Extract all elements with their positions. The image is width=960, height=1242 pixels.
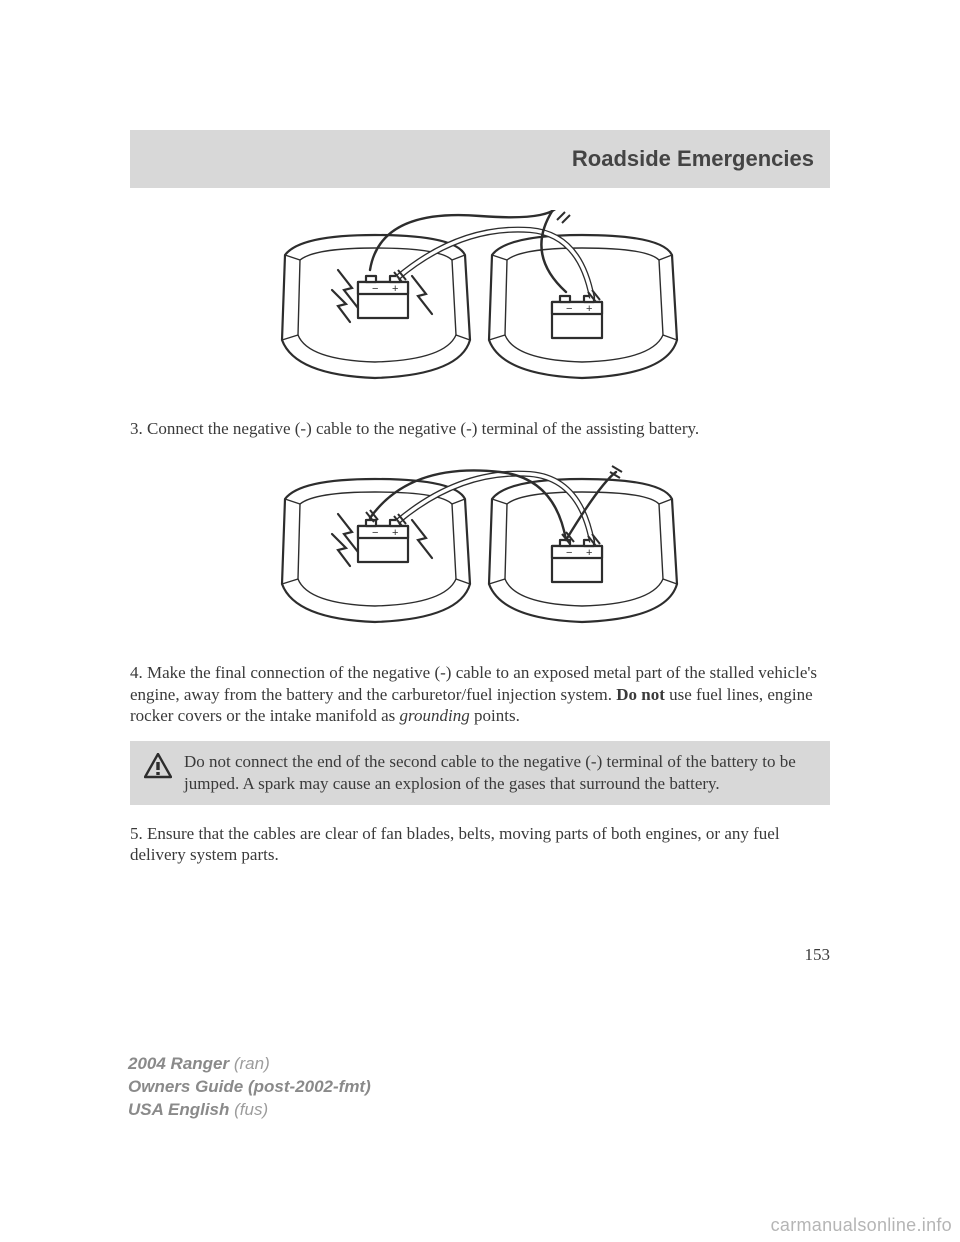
footer-block: 2004 Ranger (ran) Owners Guide (post-200… bbox=[128, 1053, 371, 1122]
footer-lang-code: (fus) bbox=[234, 1100, 268, 1119]
warning-callout: Do not connect the end of the second cab… bbox=[130, 741, 830, 805]
diagram-step2: − + − + bbox=[130, 210, 830, 400]
step-5-text: 5. Ensure that the cables are clear of f… bbox=[130, 823, 830, 867]
diagram-step3: − + − + bbox=[130, 454, 830, 644]
svg-text:+: + bbox=[392, 283, 398, 295]
footer-vehicle: 2004 Ranger bbox=[128, 1054, 229, 1073]
footer-lang: USA English bbox=[128, 1100, 229, 1119]
watermark: carmanualsonline.info bbox=[771, 1215, 952, 1236]
section-title: Roadside Emergencies bbox=[572, 146, 814, 172]
svg-text:−: − bbox=[372, 283, 378, 295]
warning-text: Do not connect the end of the second cab… bbox=[184, 751, 816, 795]
page-number: 153 bbox=[805, 945, 831, 965]
svg-text:+: + bbox=[586, 547, 592, 559]
step-3-text: 3. Connect the negative (-) cable to the… bbox=[130, 418, 830, 440]
footer-doc: Owners Guide (post-2002-fmt) bbox=[128, 1077, 371, 1096]
step-4-em: grounding bbox=[400, 706, 470, 725]
svg-text:+: + bbox=[392, 527, 398, 539]
step-4-text-c: points. bbox=[470, 706, 520, 725]
svg-text:−: − bbox=[372, 527, 378, 539]
svg-text:+: + bbox=[586, 303, 592, 315]
svg-text:−: − bbox=[566, 547, 572, 559]
footer-vehicle-code: (ran) bbox=[234, 1054, 270, 1073]
svg-text:−: − bbox=[566, 303, 572, 315]
step-4-text: 4. Make the final connection of the nega… bbox=[130, 662, 830, 727]
warning-icon bbox=[144, 753, 172, 795]
step-4-strong: Do not bbox=[616, 685, 665, 704]
section-banner: Roadside Emergencies bbox=[130, 130, 830, 188]
